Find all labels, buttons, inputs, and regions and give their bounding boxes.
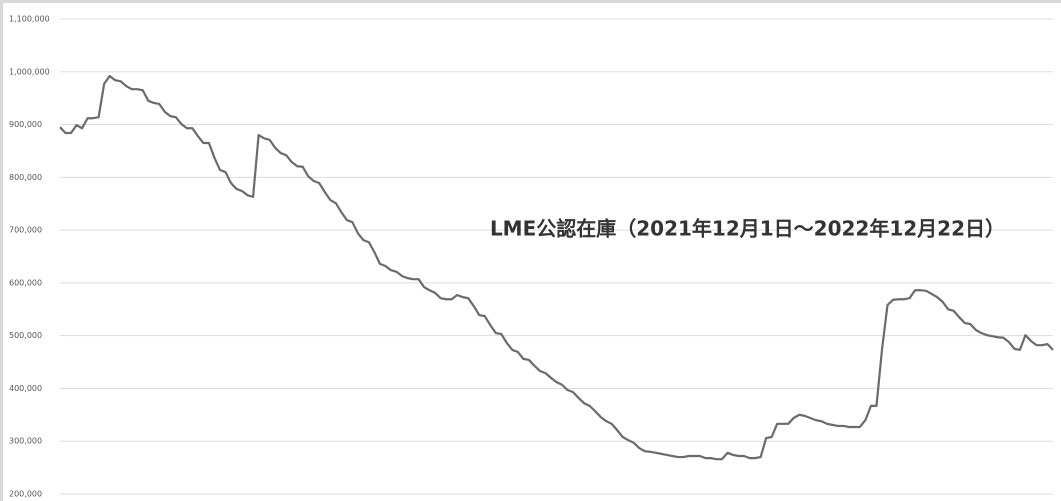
y-tick-label: 800,000 (9, 173, 42, 182)
plot-background (3, 3, 1061, 501)
y-tick-label: 600,000 (9, 278, 42, 287)
y-tick-label: 700,000 (9, 226, 42, 235)
y-tick-label: 1,100,000 (9, 15, 50, 24)
y-tick-label: 900,000 (9, 120, 42, 129)
y-tick-label: 300,000 (9, 437, 42, 446)
data-line (59, 74, 1054, 461)
y-tick-label: 200,000 (9, 490, 42, 499)
y-tick-label: 400,000 (9, 384, 42, 393)
y-tick-label: 1,000,000 (9, 67, 50, 76)
y-tick-label: 500,000 (9, 331, 42, 340)
chart-title: LME公認在庫（2021年12月1日〜2022年12月22日） (490, 217, 1005, 241)
